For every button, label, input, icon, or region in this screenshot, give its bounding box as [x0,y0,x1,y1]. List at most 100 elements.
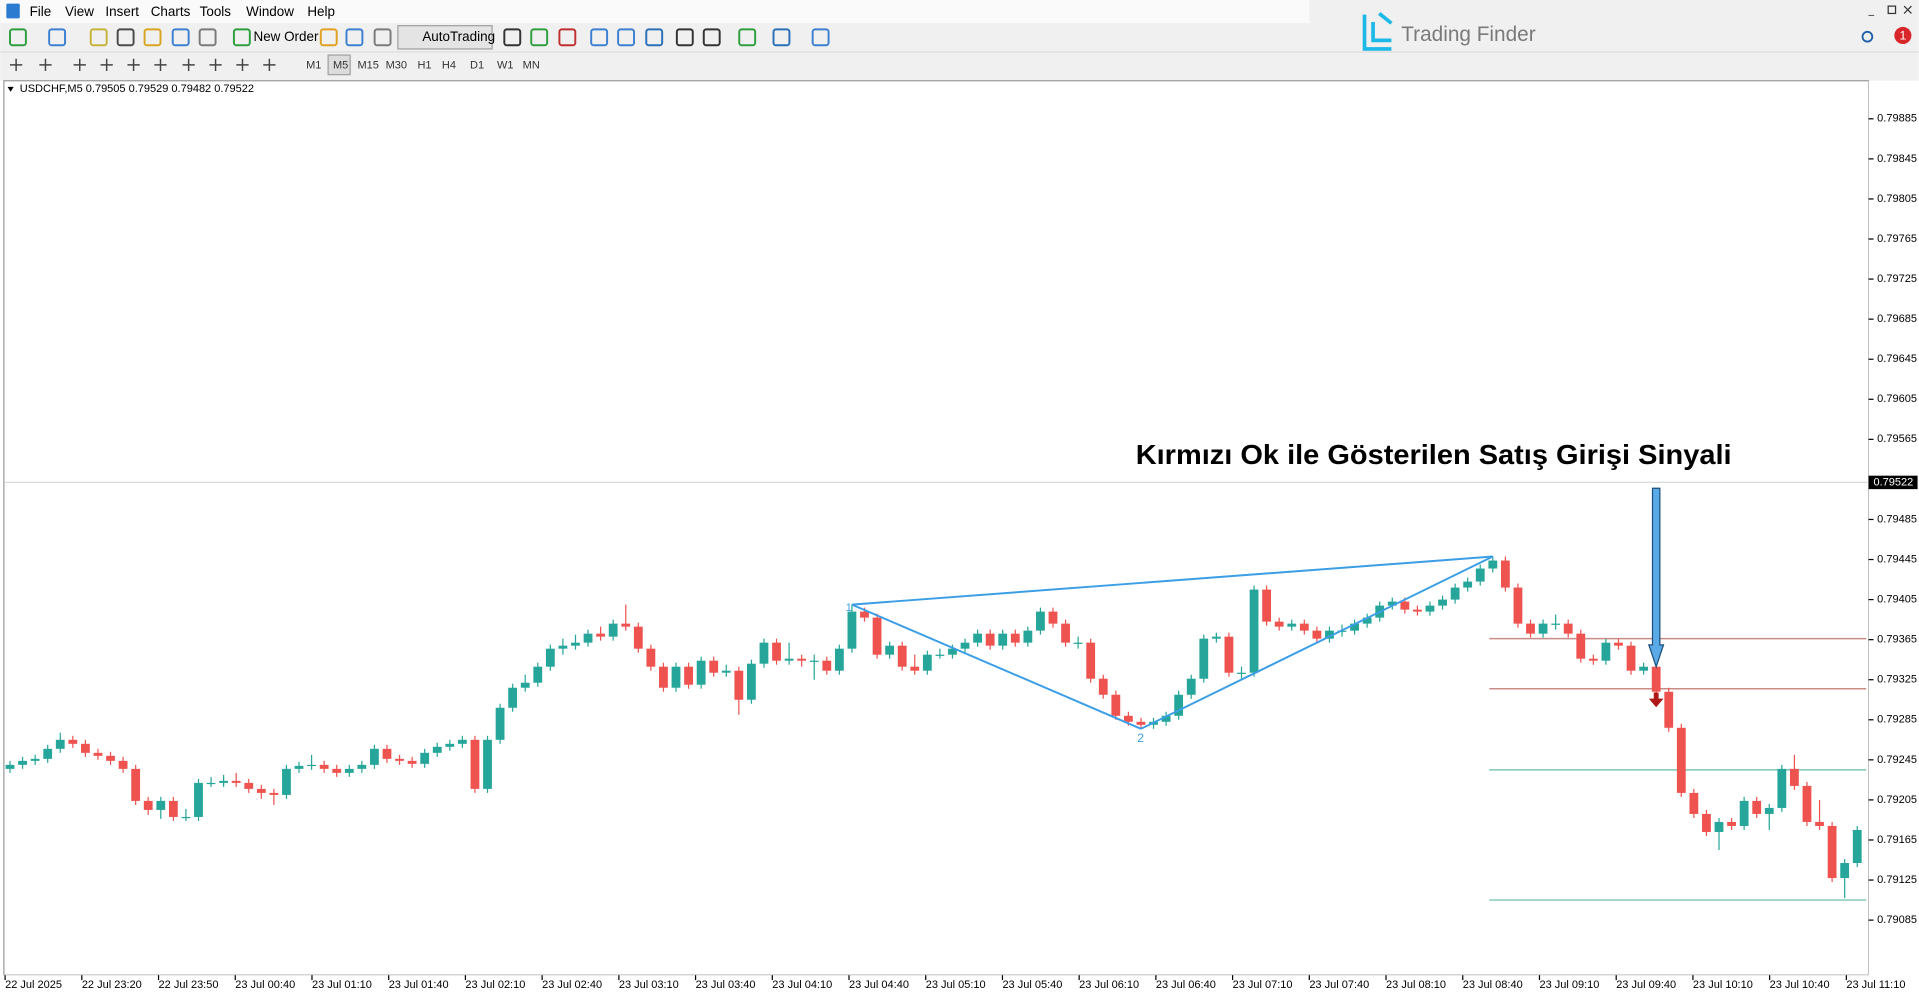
candle-body [545,648,555,667]
pattern-label: 2 [1137,731,1144,745]
candle-body [432,746,442,753]
x-tick-label: 23 Jul 02:10 [465,979,525,991]
candle-body [483,739,492,789]
tool-button[interactable] [209,58,222,71]
x-tick-label: 23 Jul 05:10 [926,979,986,991]
timeframe-button[interactable]: M30 [386,59,407,71]
notification-badge[interactable] [1894,26,1912,45]
timeframe-button[interactable]: M1 [306,59,321,71]
toolbar-button[interactable] [738,28,757,47]
timeframe-button[interactable]: H4 [442,59,456,71]
candle-body [1463,581,1473,588]
toolbar-button[interactable] [171,28,190,47]
auto-trading-label[interactable]: AutoTrading [422,29,495,44]
toolbar-button[interactable] [116,28,135,47]
candle-body [457,739,467,744]
tool-button[interactable] [39,58,52,71]
window-restore[interactable] [1887,5,1897,15]
toolbar-button[interactable] [590,28,609,47]
menu-item[interactable]: View [65,4,94,19]
candle-body [1576,633,1586,659]
candle-body [1739,800,1749,826]
candle-body [684,666,693,685]
current-price-label: 0.79522 [1874,476,1914,488]
menu-item[interactable]: Charts [151,4,191,19]
timeframe-button[interactable]: MN [523,59,540,71]
candle-body [80,743,90,753]
x-tick-label: 23 Jul 09:10 [1539,979,1599,991]
tool-button[interactable] [9,58,23,71]
menu-item[interactable]: Tools [200,4,232,19]
toolbar-button[interactable] [702,28,721,47]
candle-body [470,739,480,789]
toolbar-button[interactable] [558,28,577,47]
candle-body [759,642,769,664]
menu-item[interactable]: File [30,4,52,19]
timeframe-button[interactable]: M5 [333,59,348,71]
tool-button[interactable] [127,58,140,71]
toolbar-button[interactable] [503,28,522,47]
candle-body [420,752,430,764]
toolbar-button[interactable] [772,28,791,47]
candle-body [571,642,580,646]
price-axis [1868,80,1919,976]
toolbar-button[interactable] [198,28,217,47]
menu-item[interactable]: Insert [105,4,139,19]
tool-button[interactable] [73,58,86,71]
candle-body [5,764,15,769]
toolbar-button[interactable] [373,28,392,47]
tool-button[interactable] [154,58,167,71]
toolbar-button[interactable] [675,28,694,47]
candle-body [344,768,354,773]
candle-body [1425,605,1435,612]
timeframe-button[interactable]: D1 [470,59,484,71]
candle-body [897,645,907,667]
y-tick-label: 0.79165 [1877,834,1917,846]
timeframe-button[interactable]: H1 [417,59,431,71]
x-tick-label: 23 Jul 08:10 [1386,979,1446,991]
toolbar-button[interactable] [89,28,108,47]
chart: 0.79085 0.79125 0.79165 0.79205 0.79245 0.792… [4,113,1918,991]
toolbar-button[interactable] [232,28,251,47]
candle-body [1664,691,1674,728]
candle-body [1538,623,1548,634]
candle-body [1563,623,1573,634]
tool-button[interactable] [236,58,249,71]
candle-body [1350,623,1359,631]
toolbar-button[interactable] [345,28,364,47]
y-tick-label: 0.79085 [1877,914,1917,926]
new-order-label[interactable]: New Order [253,29,318,44]
toolbar-button[interactable] [811,28,830,47]
toolbar-button[interactable] [9,28,27,47]
toolbar-button[interactable] [617,28,636,47]
menu-item[interactable]: Help [307,4,335,19]
candle-body [407,760,417,764]
candle-body [734,670,744,700]
candle-body [68,739,78,744]
candle-body [872,617,882,655]
y-tick-label: 0.79125 [1877,874,1917,886]
candle-body [445,743,455,747]
candle-body [1299,623,1309,631]
auto-trading-button[interactable] [397,25,493,50]
toolbar-button[interactable] [48,28,67,47]
y-tick-label: 0.79565 [1877,433,1917,445]
toolbar-button[interactable] [143,28,162,47]
toolbar-button[interactable] [645,28,664,47]
toolbar-button[interactable] [530,28,549,47]
tool-button[interactable] [100,58,113,71]
menu-item[interactable]: Window [246,4,294,19]
y-tick-label: 0.79445 [1877,553,1917,565]
search-icon[interactable] [1861,30,1874,43]
timeframe-button[interactable]: W1 [497,59,513,71]
window-close[interactable] [1903,5,1912,14]
timeframe-button[interactable]: M15 [357,59,378,71]
candle-body [1262,589,1272,622]
window-min[interactable]: _ [1868,6,1875,17]
toolbar-button[interactable] [319,28,338,47]
tool-button[interactable] [182,58,195,71]
candle-body [935,654,945,656]
candle-body [1588,658,1598,661]
candle-body [1764,807,1774,814]
tool-button[interactable] [263,58,276,71]
